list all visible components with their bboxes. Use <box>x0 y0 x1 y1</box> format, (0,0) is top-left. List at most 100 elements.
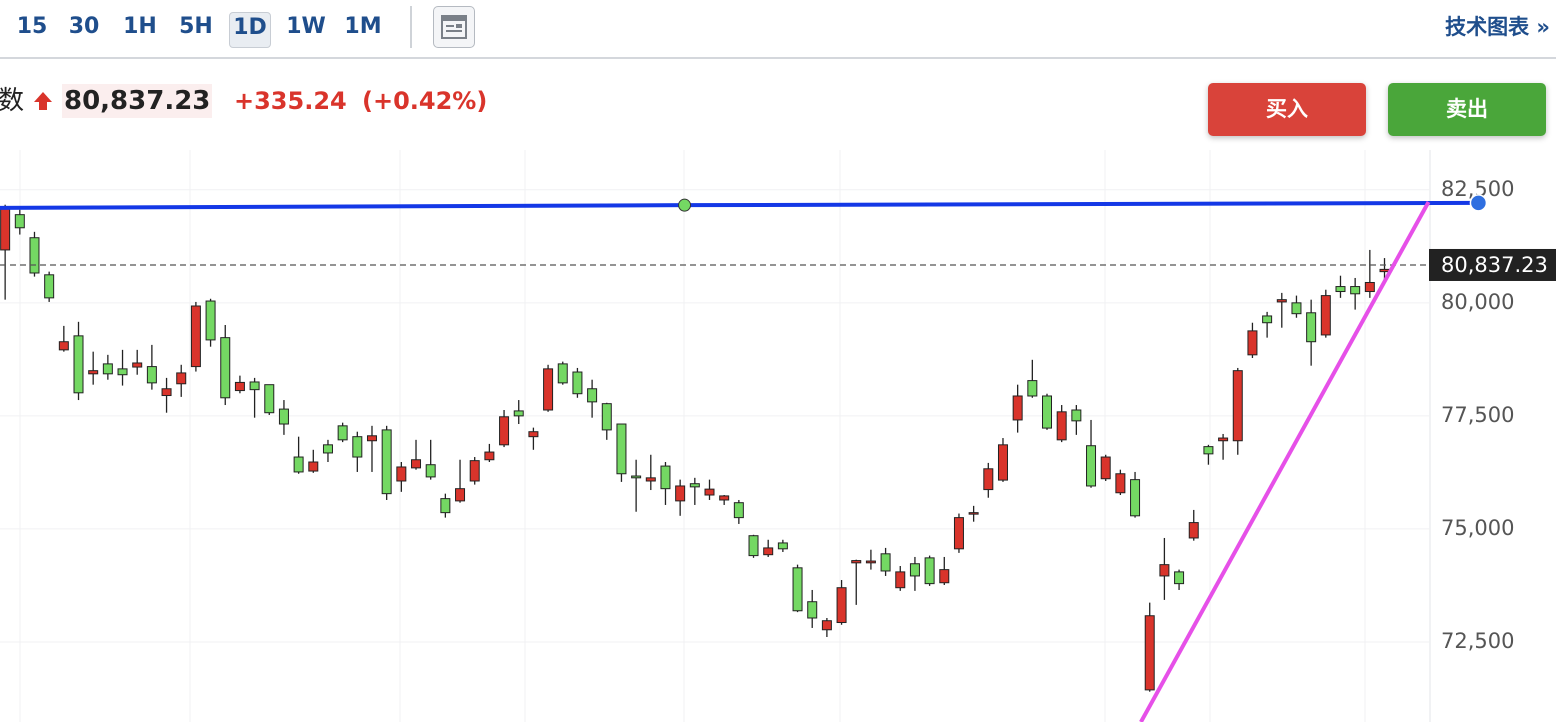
y-tick-label: 72,500 <box>1441 629 1514 653</box>
candle-body <box>411 459 422 469</box>
icon-graphic <box>441 15 467 39</box>
candle-body <box>983 468 994 491</box>
candle-body <box>792 567 803 612</box>
candle-body <box>1232 370 1243 442</box>
candle-body <box>322 444 333 454</box>
candle-body <box>161 388 172 397</box>
interval-button[interactable]: 5H <box>179 14 213 39</box>
candle-body <box>117 368 128 376</box>
candle-body <box>205 300 216 341</box>
trend-line <box>0 200 1479 210</box>
candle-body <box>748 535 759 557</box>
candle-body <box>234 381 245 392</box>
candle-body <box>1350 286 1361 295</box>
candle-body <box>499 416 510 446</box>
candle-body <box>1379 268 1390 273</box>
candle-body <box>1306 312 1317 343</box>
technical-chart-link[interactable]: 技术图表 » <box>1445 15 1550 39</box>
line-handle <box>678 198 692 212</box>
interval-button[interactable]: 30 <box>68 14 100 39</box>
candle-body <box>44 274 55 299</box>
y-tick-label: 82,500 <box>1441 177 1514 201</box>
candles <box>0 204 1390 692</box>
candle-body <box>1218 437 1229 442</box>
price: 80,837.23 <box>62 84 213 118</box>
y-tick-label: 75,000 <box>1441 516 1514 540</box>
index-label: 数 <box>0 86 25 116</box>
chart-settings-icon[interactable] <box>433 6 475 48</box>
candle-body <box>381 429 392 495</box>
buy-button[interactable]: 买入 <box>1208 83 1366 136</box>
trend-line <box>1139 201 1431 722</box>
candle-body <box>807 601 818 619</box>
candle-body <box>528 431 539 438</box>
candle-body <box>220 337 231 399</box>
up-arrow <box>34 92 52 110</box>
candle-body <box>1130 479 1141 517</box>
candle-body <box>616 423 627 475</box>
candle-body <box>895 571 906 589</box>
candle-body <box>1276 299 1287 303</box>
line-handle <box>1469 194 1488 212</box>
candle-body <box>968 512 979 515</box>
interval-button[interactable]: 1H <box>123 14 157 39</box>
candle-body <box>909 563 920 577</box>
interval-button[interactable]: 1M <box>344 14 382 39</box>
candle-body <box>851 560 862 564</box>
candle-body <box>557 363 568 384</box>
change: +335.24 <box>234 87 347 115</box>
candle-body <box>777 542 788 550</box>
sell-button[interactable]: 卖出 <box>1388 83 1546 136</box>
candle-body <box>601 403 612 431</box>
candle-body <box>1056 411 1067 441</box>
candle-body <box>704 488 715 496</box>
candle-body <box>352 436 363 458</box>
candle-body <box>719 495 730 501</box>
candle-body <box>1262 315 1273 324</box>
candle-body <box>29 237 40 274</box>
candle-body <box>278 408 289 425</box>
candle-body <box>660 465 671 490</box>
candle-body <box>440 498 451 514</box>
candle-body <box>1203 446 1214 455</box>
candle-body <box>132 362 143 368</box>
candle-body <box>1042 395 1053 429</box>
candle-body <box>308 461 319 472</box>
candle-body <box>396 466 407 482</box>
candle-body <box>1364 281 1375 293</box>
candle-body <box>484 451 495 461</box>
candle-body <box>425 464 436 478</box>
candle-body <box>924 557 935 585</box>
candle-body <box>689 483 700 488</box>
candle-body <box>645 477 656 482</box>
y-tick-label: 80,000 <box>1441 290 1514 314</box>
candle-body <box>264 384 275 414</box>
candle-body <box>865 560 876 564</box>
candle-body <box>997 444 1008 481</box>
candle-body <box>1100 456 1111 480</box>
y-tick-label: 77,500 <box>1441 403 1514 427</box>
candle-body <box>146 366 157 384</box>
candle-body <box>469 460 480 482</box>
interval-button[interactable]: 1W <box>286 14 326 39</box>
candle-body <box>1012 395 1023 421</box>
interval-button[interactable]: 15 <box>16 14 48 39</box>
last-price-tag <box>1429 248 1556 281</box>
change-percent: (+0.42%) <box>362 87 488 115</box>
candle-body <box>733 502 744 519</box>
last-price-label: 80,837.23 <box>1441 253 1548 277</box>
candle-body <box>513 410 524 417</box>
candle-body <box>939 569 950 584</box>
candle-body <box>1247 330 1258 356</box>
candle-body <box>821 620 832 631</box>
candle-body <box>190 305 201 368</box>
candle-body <box>366 435 377 442</box>
candle-body <box>1115 473 1126 494</box>
candle-body <box>1320 295 1331 336</box>
candle-body <box>1071 409 1082 422</box>
candle-body <box>1174 571 1185 585</box>
candle-body <box>1335 286 1346 293</box>
interval-button[interactable]: 1D <box>229 12 271 48</box>
candle-body <box>455 488 466 502</box>
